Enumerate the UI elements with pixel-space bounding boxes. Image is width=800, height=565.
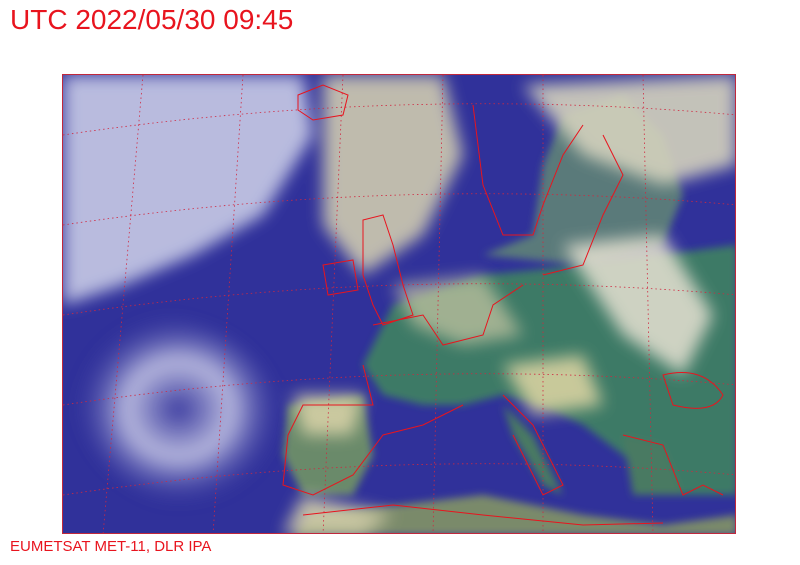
satellite-composite xyxy=(63,75,735,533)
cloud-fields xyxy=(63,75,735,533)
image-credit: EUMETSAT MET-11, DLR IPA xyxy=(10,538,212,555)
satellite-image xyxy=(62,74,736,534)
timestamp-title: UTC 2022/05/30 09:45 xyxy=(10,4,294,35)
graticule xyxy=(63,75,735,533)
coastlines xyxy=(282,84,724,526)
